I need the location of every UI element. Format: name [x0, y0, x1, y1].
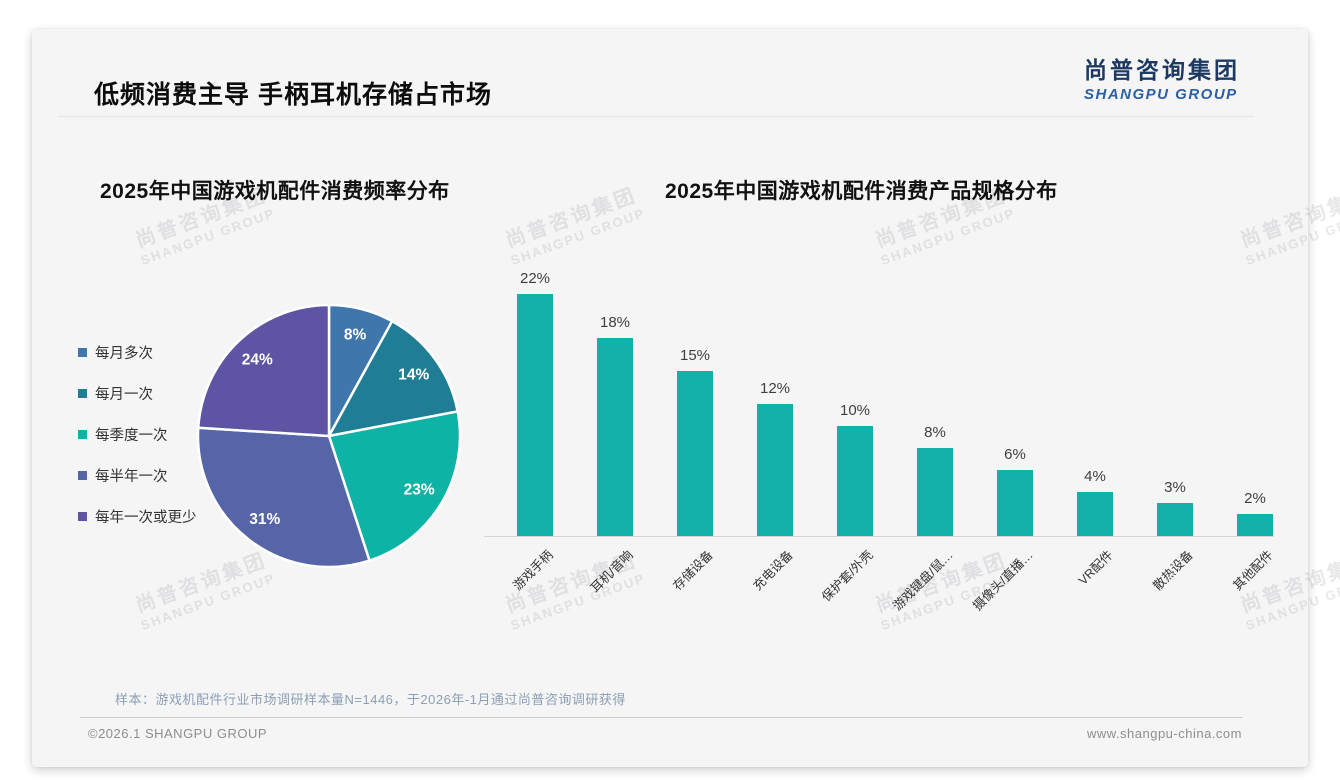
pie-slice-4: [196, 426, 371, 569]
bar-value-label: 6%: [1004, 446, 1026, 463]
footer-divider: [80, 717, 1243, 718]
bar-category-label: 保护套/外壳: [819, 547, 876, 605]
bar-value-label: 2%: [1244, 490, 1266, 507]
bar-category-label: 充电设备: [750, 547, 796, 594]
pie-chart-title: 2025年中国游戏机配件消费频率分布: [100, 180, 450, 203]
pie-slice-label: 8%: [344, 327, 367, 344]
bar-6: [917, 448, 953, 536]
legend-label: 每月多次: [95, 346, 153, 362]
legend-marker-icon: [78, 471, 87, 480]
page-title: 低频消费主导 手柄耳机存储占市场: [94, 81, 492, 109]
pie-slice-label: 31%: [249, 511, 280, 528]
legend-label: 每季度一次: [95, 428, 168, 444]
legend-label: 每年一次或更少: [95, 510, 197, 526]
legend-marker-icon: [78, 348, 87, 357]
legend-marker-icon: [78, 430, 87, 439]
bar-5: [837, 426, 873, 536]
bar-value-label: 18%: [599, 314, 631, 331]
pie-slice-3: [327, 410, 462, 562]
company-logo: 尚普咨询集团 SHANGPU GROUP: [1084, 51, 1240, 103]
watermark: 尚普咨询集团 SHANGPU GROUP: [1237, 184, 1340, 269]
copyright-text: ©2026.1 SHANGPU GROUP: [88, 726, 268, 741]
bar-category-label: 其他配件: [1230, 547, 1276, 594]
pie-chart: 8% 14% 23% 31% 24%: [196, 303, 462, 569]
bar-category-label: 游戏手柄: [510, 547, 556, 594]
website-url: www.shangpu-china.com: [1086, 726, 1242, 741]
bar-category-label: VR配件: [1075, 547, 1116, 588]
bar-8: [1077, 492, 1113, 536]
pie-slice-label: 23%: [404, 481, 435, 498]
legend-item: 每月多次: [78, 332, 197, 373]
bar-7: [997, 470, 1033, 536]
title-divider: [58, 116, 1254, 117]
pie-slice-2: [327, 319, 459, 438]
logo-english-text: SHANGPU GROUP: [1084, 86, 1238, 103]
bar-1: [517, 294, 553, 536]
logo-chinese-text: 尚普咨询集团: [1084, 57, 1240, 83]
sample-footnote: 样本：游戏机配件行业市场调研样本量N=1446，于2026年-1月通过尚普咨询调…: [115, 692, 626, 707]
bar-category-label: 存储设备: [670, 547, 716, 594]
legend-item: 每月一次: [78, 373, 197, 414]
legend-label: 每半年一次: [95, 469, 168, 485]
pie-slice-5: [197, 303, 331, 438]
bar-category-label: 游戏键盘/鼠…: [890, 547, 956, 614]
legend-item: 每半年一次: [78, 455, 197, 496]
watermark: 尚普咨询集团 SHANGPU GROUP: [502, 184, 648, 269]
x-axis-line: [484, 536, 1274, 537]
bar-value-label: 10%: [839, 402, 871, 419]
legend-label: 每月一次: [95, 387, 153, 403]
bar-category-label: 耳机/音响: [588, 547, 636, 596]
bar-chart-title: 2025年中国游戏机配件消费产品规格分布: [665, 180, 1058, 203]
bar-value-label: 22%: [519, 270, 551, 287]
bar-9: [1157, 503, 1193, 536]
bar-2: [597, 338, 633, 536]
bar-10: [1237, 514, 1273, 536]
bar-value-label: 3%: [1164, 479, 1186, 496]
bar-value-label: 8%: [924, 424, 946, 441]
pie-slice-label: 24%: [242, 352, 273, 369]
bar-category-label: 摄像头/直播…: [970, 547, 1036, 614]
bar-4: [757, 404, 793, 536]
legend-item: 每季度一次: [78, 414, 197, 455]
legend-marker-icon: [78, 389, 87, 398]
legend-marker-icon: [78, 512, 87, 521]
bar-category-label: 散热设备: [1150, 547, 1196, 594]
pie-slice-label: 14%: [398, 366, 429, 383]
bar-value-label: 12%: [759, 380, 791, 397]
bar-value-label: 4%: [1084, 468, 1106, 485]
legend-item: 每年一次或更少: [78, 496, 197, 537]
pie-legend: 每月多次每月一次每季度一次每半年一次每年一次或更少: [78, 332, 197, 537]
slide-card: 尚普咨询集团 SHANGPU GROUP 尚普咨询集团 SHANGPU GROUP 尚普…: [32, 29, 1340, 767]
bar-value-label: 15%: [679, 347, 711, 364]
bar-3: [677, 371, 713, 536]
